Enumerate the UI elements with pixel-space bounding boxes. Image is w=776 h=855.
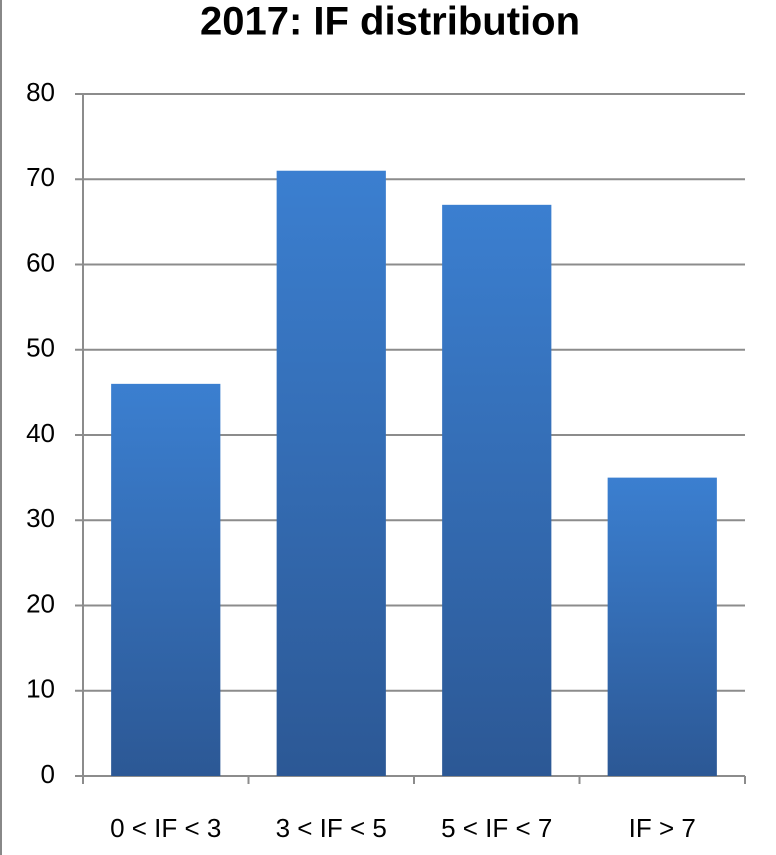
y-tick-label: 60 — [26, 247, 55, 277]
y-tick-label: 20 — [26, 588, 55, 618]
x-tick-label: 3 < IF < 5 — [276, 813, 387, 843]
y-tick-label: 40 — [26, 418, 55, 448]
y-tick-label: 80 — [26, 77, 55, 107]
x-tick-label: 5 < IF < 7 — [441, 813, 552, 843]
y-tick-label: 70 — [26, 162, 55, 192]
y-tick-label: 50 — [26, 333, 55, 363]
bar — [442, 204, 552, 776]
y-tick-label: 0 — [41, 759, 55, 789]
bar — [276, 170, 386, 777]
bar — [111, 383, 221, 776]
y-tick-label: 10 — [26, 674, 55, 704]
bar — [607, 477, 717, 776]
chart-title: 2017: IF distribution — [200, 0, 580, 44]
y-tick-label: 30 — [26, 503, 55, 533]
x-tick-label: 0 < IF < 3 — [110, 813, 221, 843]
x-tick-label: IF > 7 — [629, 813, 696, 843]
